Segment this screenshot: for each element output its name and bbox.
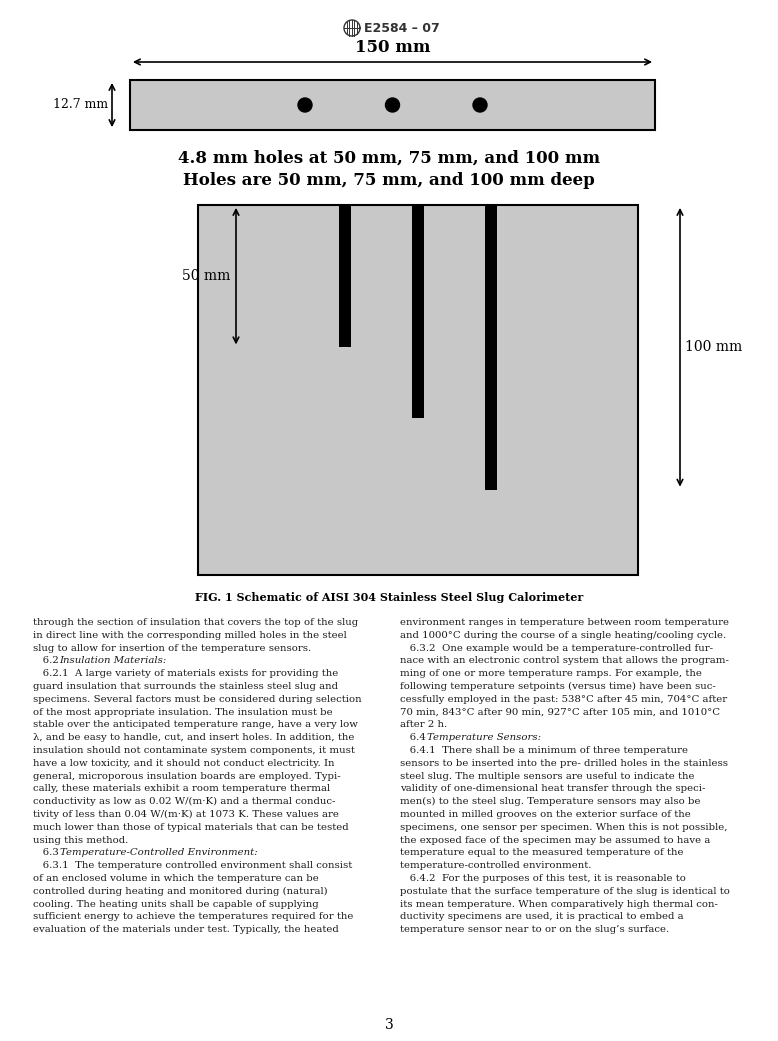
Text: temperature-controlled environment.: temperature-controlled environment. — [400, 861, 591, 870]
Text: λ, and be easy to handle, cut, and insert holes. In addition, the: λ, and be easy to handle, cut, and inser… — [33, 733, 354, 742]
Text: steel slug. The multiple sensors are useful to indicate the: steel slug. The multiple sensors are use… — [400, 771, 695, 781]
Text: postulate that the surface temperature of the slug is identical to: postulate that the surface temperature o… — [400, 887, 730, 896]
Text: following temperature setpoints (versus time) have been suc-: following temperature setpoints (versus … — [400, 682, 716, 691]
Text: stable over the anticipated temperature range, have a very low: stable over the anticipated temperature … — [33, 720, 358, 730]
Text: ming of one or more temperature ramps. For example, the: ming of one or more temperature ramps. F… — [400, 669, 702, 678]
Text: insulation should not contaminate system components, it must: insulation should not contaminate system… — [33, 746, 355, 755]
Text: nace with an electronic control system that allows the program-: nace with an electronic control system t… — [400, 657, 729, 665]
Text: cally, these materials exhibit a room temperature thermal: cally, these materials exhibit a room te… — [33, 785, 330, 793]
Text: 6.3: 6.3 — [33, 848, 62, 858]
Text: guard insulation that surrounds the stainless steel slug and: guard insulation that surrounds the stai… — [33, 682, 338, 691]
Text: cessfully employed in the past: 538°C after 45 min, 704°C after: cessfully employed in the past: 538°C af… — [400, 694, 727, 704]
Text: validity of one-dimensional heat transfer through the speci-: validity of one-dimensional heat transfe… — [400, 785, 706, 793]
Text: much lower than those of typical materials that can be tested: much lower than those of typical materia… — [33, 822, 349, 832]
Text: Insulation Materials:: Insulation Materials: — [60, 657, 166, 665]
Text: mounted in milled grooves on the exterior surface of the: mounted in milled grooves on the exterio… — [400, 810, 691, 819]
Text: 6.3.1  The temperature controlled environment shall consist: 6.3.1 The temperature controlled environ… — [33, 861, 352, 870]
Text: 12.7 mm: 12.7 mm — [53, 99, 108, 111]
Text: of an enclosed volume in which the temperature can be: of an enclosed volume in which the tempe… — [33, 874, 319, 883]
Circle shape — [298, 98, 312, 112]
Text: 6.3.2  One example would be a temperature-controlled fur-: 6.3.2 One example would be a temperature… — [400, 643, 713, 653]
Text: 150 mm: 150 mm — [355, 39, 430, 56]
Bar — [198, 205, 638, 575]
Text: evaluation of the materials under test. Typically, the heated: evaluation of the materials under test. … — [33, 925, 338, 934]
Text: 6.2: 6.2 — [33, 657, 62, 665]
Text: in direct line with the corresponding milled holes in the steel: in direct line with the corresponding mi… — [33, 631, 347, 640]
Text: of the most appropriate insulation. The insulation must be: of the most appropriate insulation. The … — [33, 708, 333, 716]
Text: and 1000°C during the course of a single heating/cooling cycle.: and 1000°C during the course of a single… — [400, 631, 726, 640]
Text: controlled during heating and monitored during (natural): controlled during heating and monitored … — [33, 887, 328, 896]
Text: have a low toxicity, and it should not conduct electricity. In: have a low toxicity, and it should not c… — [33, 759, 335, 768]
Text: sufficient energy to achieve the temperatures required for the: sufficient energy to achieve the tempera… — [33, 912, 353, 921]
Text: 6.4.1  There shall be a minimum of three temperature: 6.4.1 There shall be a minimum of three … — [400, 746, 688, 755]
Text: conductivity as low as 0.02 W/(m·K) and a thermal conduc-: conductivity as low as 0.02 W/(m·K) and … — [33, 797, 335, 807]
Text: after 2 h.: after 2 h. — [400, 720, 447, 730]
Text: 70 min, 843°C after 90 min, 927°C after 105 min, and 1010°C: 70 min, 843°C after 90 min, 927°C after … — [400, 708, 720, 716]
Circle shape — [473, 98, 487, 112]
Text: FIG. 1 Schematic of AISI 304 Stainless Steel Slug Calorimeter: FIG. 1 Schematic of AISI 304 Stainless S… — [194, 592, 584, 603]
Bar — [412, 205, 424, 418]
Text: ductivity specimens are used, it is practical to embed a: ductivity specimens are used, it is prac… — [400, 912, 684, 921]
Text: the exposed face of the specimen may be assumed to have a: the exposed face of the specimen may be … — [400, 836, 710, 844]
Text: environment ranges in temperature between room temperature: environment ranges in temperature betwee… — [400, 618, 729, 627]
Text: tivity of less than 0.04 W/(m·K) at 1073 K. These values are: tivity of less than 0.04 W/(m·K) at 1073… — [33, 810, 339, 819]
Text: through the section of insulation that covers the top of the slug: through the section of insulation that c… — [33, 618, 358, 627]
Text: 3: 3 — [384, 1018, 394, 1032]
Text: 4.8 mm holes at 50 mm, 75 mm, and 100 mm: 4.8 mm holes at 50 mm, 75 mm, and 100 mm — [178, 150, 600, 167]
Text: 100 mm: 100 mm — [685, 340, 742, 354]
Text: Holes are 50 mm, 75 mm, and 100 mm deep: Holes are 50 mm, 75 mm, and 100 mm deep — [183, 172, 595, 189]
Bar — [485, 205, 497, 489]
Text: using this method.: using this method. — [33, 836, 128, 844]
Text: 6.2.1  A large variety of materials exists for providing the: 6.2.1 A large variety of materials exist… — [33, 669, 338, 678]
Text: men(s) to the steel slug. Temperature sensors may also be: men(s) to the steel slug. Temperature se… — [400, 797, 700, 807]
Text: Temperature-Controlled Environment:: Temperature-Controlled Environment: — [60, 848, 258, 858]
Text: temperature equal to the measured temperature of the: temperature equal to the measured temper… — [400, 848, 684, 858]
Text: slug to allow for insertion of the temperature sensors.: slug to allow for insertion of the tempe… — [33, 643, 311, 653]
Text: its mean temperature. When comparatively high thermal con-: its mean temperature. When comparatively… — [400, 899, 718, 909]
Circle shape — [386, 98, 399, 112]
Text: general, microporous insulation boards are employed. Typi-: general, microporous insulation boards a… — [33, 771, 341, 781]
Text: specimens, one sensor per specimen. When this is not possible,: specimens, one sensor per specimen. When… — [400, 822, 727, 832]
Text: temperature sensor near to or on the slug’s surface.: temperature sensor near to or on the slu… — [400, 925, 669, 934]
Text: Temperature Sensors:: Temperature Sensors: — [426, 733, 541, 742]
Text: E2584 – 07: E2584 – 07 — [364, 22, 440, 34]
Text: cooling. The heating units shall be capable of supplying: cooling. The heating units shall be capa… — [33, 899, 319, 909]
Bar — [130, 80, 655, 130]
Text: sensors to be inserted into the pre- drilled holes in the stainless: sensors to be inserted into the pre- dri… — [400, 759, 728, 768]
Text: specimens. Several factors must be considered during selection: specimens. Several factors must be consi… — [33, 694, 362, 704]
Text: 50 mm: 50 mm — [181, 270, 230, 283]
Text: 6.4: 6.4 — [400, 733, 429, 742]
Text: 6.4.2  For the purposes of this test, it is reasonable to: 6.4.2 For the purposes of this test, it … — [400, 874, 686, 883]
Bar — [338, 205, 351, 348]
